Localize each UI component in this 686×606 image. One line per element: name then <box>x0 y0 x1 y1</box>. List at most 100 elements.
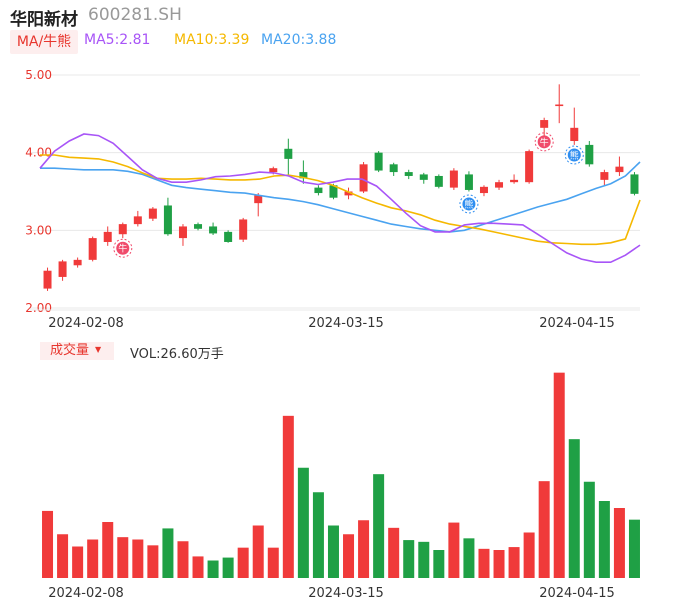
candle-body <box>148 208 157 219</box>
volume-x-tick-label: 2024-02-08 <box>48 586 124 601</box>
candle-body <box>434 175 443 187</box>
ma10-legend: MA10:3.39 <box>174 32 250 48</box>
candle-body <box>585 144 594 165</box>
candle-body <box>630 174 639 194</box>
volume-bar <box>403 540 415 578</box>
x-tick-label: 2024-03-15 <box>308 316 384 331</box>
candle-body <box>299 172 308 179</box>
y-tick-label: 3.00 <box>25 223 52 237</box>
volume-bar <box>222 557 234 578</box>
volume-bar <box>177 541 189 578</box>
volume-bar <box>598 501 610 578</box>
ma20-legend: MA20:3.88 <box>261 32 337 48</box>
x-tick-label: 2024-02-08 <box>48 316 124 331</box>
candle-body <box>58 261 67 277</box>
volume-bar <box>72 546 84 578</box>
y-tick-label: 4.00 <box>25 146 52 160</box>
candle-body <box>404 172 413 176</box>
candle-body <box>344 191 353 196</box>
volume-bar <box>132 539 144 578</box>
volume-bar <box>252 525 264 578</box>
chevron-down-icon: ▼ <box>95 345 102 354</box>
y-tick-label: 5.00 <box>25 68 52 82</box>
candle-body <box>194 224 203 229</box>
candle-body <box>269 168 278 173</box>
volume-bar <box>147 545 159 578</box>
volume-bar <box>207 560 219 578</box>
volume-bar <box>493 550 505 578</box>
bull-badge-label: 牛 <box>540 136 549 148</box>
volume-bar <box>327 525 339 578</box>
candle-body <box>178 226 187 239</box>
volume-value: VOL:26.60万手 <box>130 347 224 362</box>
candle-body <box>449 170 458 188</box>
candle-body <box>314 187 323 194</box>
volume-bar <box>117 537 129 578</box>
candle-body <box>540 120 549 128</box>
ma5-line <box>39 133 641 264</box>
volume-bar <box>448 522 460 578</box>
ma10-line <box>40 154 641 246</box>
volume-bar <box>613 508 625 578</box>
ma5-legend: MA5:2.81 <box>84 32 151 48</box>
volume-bar <box>312 492 324 578</box>
candle-body <box>88 238 97 260</box>
volume-bar <box>538 481 550 578</box>
candle-body <box>374 152 383 171</box>
volume-bar <box>628 519 640 578</box>
candle-body <box>209 226 218 234</box>
candle-body <box>600 172 609 180</box>
new-badge-ring <box>564 145 584 165</box>
candle-body <box>464 174 473 190</box>
candle-body <box>479 186 488 194</box>
volume-bar <box>192 556 204 578</box>
y-tick-label: 2.00 <box>25 301 52 315</box>
new-badge-label: 熊 <box>464 198 473 210</box>
candle-body <box>359 164 368 192</box>
candle-body <box>73 259 82 266</box>
volume-bar <box>523 532 535 578</box>
new-badge-label: 熊 <box>570 150 579 162</box>
bull-badge-ring <box>113 238 133 258</box>
candle-body <box>43 270 52 289</box>
new-badge-ring <box>459 194 479 214</box>
candle-body <box>224 231 233 242</box>
candle-body <box>133 216 142 225</box>
bull-badge-ring <box>534 132 554 152</box>
volume-bar <box>478 548 490 578</box>
candle-body <box>510 179 519 183</box>
volume-indicator-button[interactable]: 成交量 ▼ <box>40 342 114 360</box>
volume-bar <box>297 467 309 578</box>
candle-body <box>239 219 248 240</box>
ma20-line <box>40 161 641 233</box>
volume-bar <box>583 481 595 578</box>
volume-x-tick-label: 2024-04-15 <box>539 586 615 601</box>
bull-badge <box>116 241 130 255</box>
new-badge <box>567 148 581 162</box>
candle-body <box>570 127 579 142</box>
candle-body <box>163 205 172 235</box>
new-badge <box>462 197 476 211</box>
bull-badge <box>537 135 551 149</box>
volume-bar <box>57 534 69 578</box>
volume-bar <box>162 528 174 578</box>
stock-code: 600281.SH <box>88 5 182 25</box>
candle-body <box>615 166 624 173</box>
candle-body <box>284 148 293 159</box>
candle-body <box>329 185 338 198</box>
ma-toggle-button[interactable]: MA/牛熊 <box>10 30 78 54</box>
volume-bar <box>237 547 249 578</box>
candle-body <box>525 151 534 183</box>
bull-badge-label: 牛 <box>118 243 127 255</box>
candle-body <box>254 195 263 204</box>
volume-bar <box>267 547 279 578</box>
volume-bar <box>388 527 400 578</box>
candle-body <box>389 164 398 173</box>
volume-bar <box>373 474 385 578</box>
x-tick-label: 2024-04-15 <box>539 316 615 331</box>
volume-bar <box>358 520 370 578</box>
volume-bar <box>553 372 565 578</box>
stock-name: 华阳新材 <box>10 10 78 30</box>
